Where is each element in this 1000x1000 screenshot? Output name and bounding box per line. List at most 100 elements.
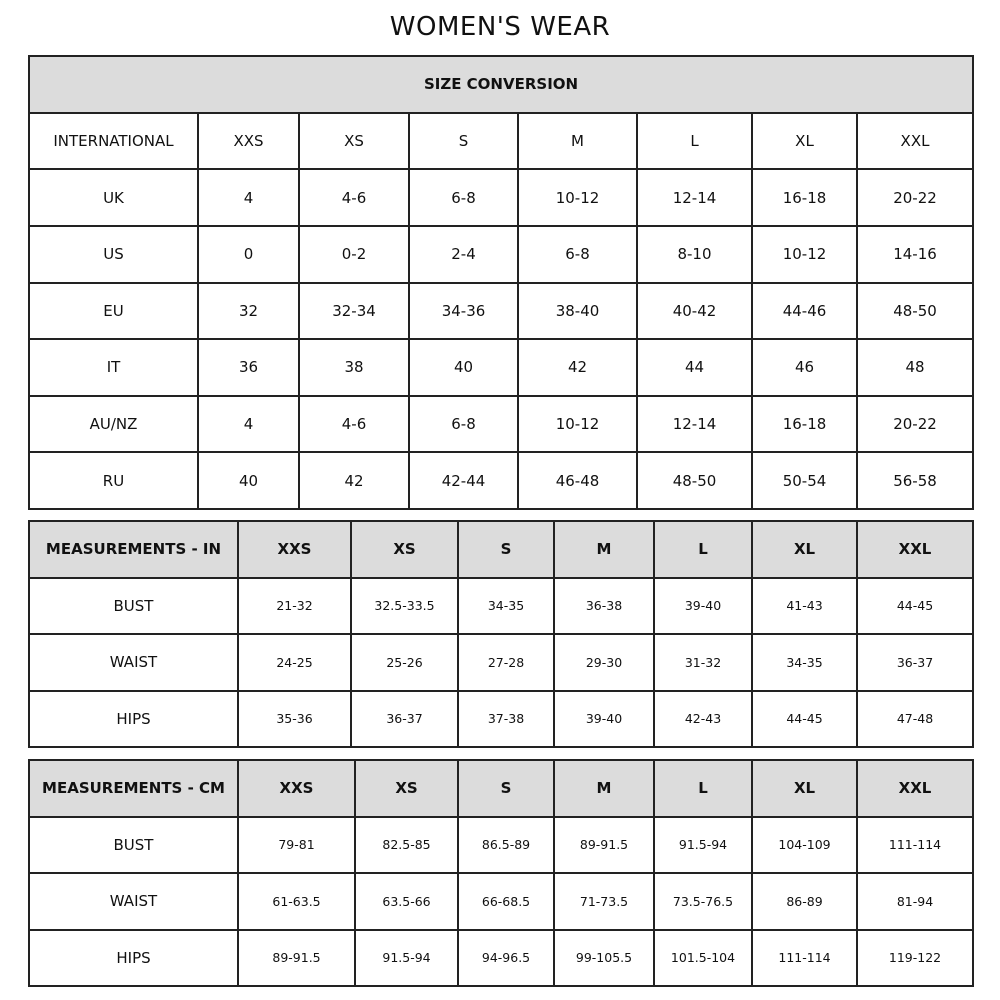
table-cell: 6-8 [408,394,519,454]
column-header: L [653,520,753,579]
table-cell: 21-32 [237,576,352,635]
table-cell: 86.5-89 [457,815,555,874]
column-header: MEASUREMENTS - CM [28,759,239,818]
table-cell: 91.5-94 [354,928,459,987]
table-cell: 50-54 [751,451,858,510]
table-cell: 37-38 [457,689,555,748]
table-cell: 10-12 [517,394,638,454]
table-cell: 41-43 [751,576,858,635]
table-cell: 40 [408,338,519,397]
table-row: BUST 79-81 82.5-85 86.5-89 89-91.5 91.5-94 104… [28,815,974,874]
column-header: XL [751,520,858,579]
table-cell: 89-91.5 [553,815,655,874]
row-label: RU [28,451,199,510]
table-cell: 12-14 [636,168,753,227]
table-cell: 81-94 [856,872,974,931]
table-cell: 38 [298,338,410,397]
table-cell: 20-22 [855,168,975,227]
table-cell: 4-6 [298,168,410,227]
column-header: XL [751,759,858,818]
table-cell: 4 [197,394,300,454]
table-cell: 111-114 [856,815,974,874]
column-header: XS [298,111,410,171]
row-label: HIPS [28,928,239,987]
size-conversion-table: SIZE CONVERSION INTERNATIONAL XXS XS S M L XL XX… [27,55,975,510]
table-header-row: MEASUREMENTS - CM XXS XS S M L XL XXL [28,759,974,818]
column-header: S [457,520,555,579]
table-cell: 42-43 [653,689,753,748]
column-header: L [653,759,753,818]
table-cell: 42 [298,451,410,510]
table-cell: 24-25 [237,633,352,692]
table-cell: 104-109 [751,815,858,874]
column-header: M [553,759,655,818]
table-cell: 46 [751,338,858,397]
table-cell: 46-48 [517,451,638,510]
column-header: L [636,111,753,171]
table-cell: 91.5-94 [653,815,753,874]
table-cell: 71-73.5 [553,872,655,931]
table-cell: 47-48 [856,689,974,748]
column-header: M [553,520,655,579]
row-label: US [28,224,199,284]
table-cell: 56-58 [855,451,975,510]
table-cell: 0 [197,224,300,284]
table-cell: 39-40 [553,689,655,748]
row-label: WAIST [28,633,239,692]
table-cell: 0-2 [298,224,410,284]
table-cell: 42-44 [408,451,519,510]
table-cell: 82.5-85 [354,815,459,874]
column-header: MEASUREMENTS - IN [28,520,239,579]
table-cell: 38-40 [517,281,638,341]
table-row: WAIST 61-63.5 63.5-66 66-68.5 71-73.5 73.5-76… [28,872,974,931]
page-title: WOMEN'S WEAR [389,12,611,42]
row-label: AU/NZ [28,394,199,454]
table-cell: 40 [197,451,300,510]
table-cell: 79-81 [237,815,356,874]
column-header: XL [751,111,858,171]
table-cell: 4 [197,168,300,227]
table-row: WAIST 24-25 25-26 27-28 29-30 31-32 34-35 36-37 [28,633,974,692]
row-label: EU [28,281,199,341]
table-heading-row: SIZE CONVERSION [27,55,975,114]
table-cell: 32.5-33.5 [350,576,459,635]
column-header: XXL [856,520,974,579]
row-label: BUST [28,576,239,635]
table-row: HIPS 35-36 36-37 37-38 39-40 42-43 44-45 47-48 [28,689,974,748]
column-header: XXS [237,759,356,818]
table-row: RU 40 42 42-44 46-48 48-50 50-54 56-58 [28,451,975,510]
table-cell: 44-46 [751,281,858,341]
row-label: IT [28,338,199,397]
row-label: HIPS [28,689,239,748]
table-cell: 6-8 [517,224,638,284]
table-cell: 32 [197,281,300,341]
table-cell: 89-91.5 [237,928,356,987]
table-cell: 66-68.5 [457,872,555,931]
table-cell: 94-96.5 [457,928,555,987]
table-cell: 34-36 [408,281,519,341]
table-cell: 42 [517,338,638,397]
table-cell: 40-42 [636,281,753,341]
column-header: XXS [237,520,352,579]
table-cell: 8-10 [636,224,753,284]
column-header: S [457,759,555,818]
table-cell: 29-30 [553,633,655,692]
table-header-row: INTERNATIONAL XXS XS S M L XL XXL [28,111,975,171]
table-row: UK 4 4-6 6-8 10-12 12-14 16-18 20-22 [28,168,975,227]
table-cell: 119-122 [856,928,974,987]
table-cell: 101.5-104 [653,928,753,987]
column-header: XS [354,759,459,818]
column-header: INTERNATIONAL [28,111,199,171]
table-row: AU/NZ 4 4-6 6-8 10-12 12-14 16-18 20-22 [28,394,975,454]
table-cell: 12-14 [636,394,753,454]
table-row: IT 36 38 40 42 44 46 48 [28,338,975,397]
table-cell: 25-26 [350,633,459,692]
table-cell: 48-50 [636,451,753,510]
table-cell: 99-105.5 [553,928,655,987]
table-cell: 32-34 [298,281,410,341]
table-row: EU 32 32-34 34-36 38-40 40-42 44-46 48-50 [28,281,975,341]
table-cell: 35-36 [237,689,352,748]
table-cell: 36 [197,338,300,397]
table-cell: 44 [636,338,753,397]
table-cell: 36-37 [856,633,974,692]
